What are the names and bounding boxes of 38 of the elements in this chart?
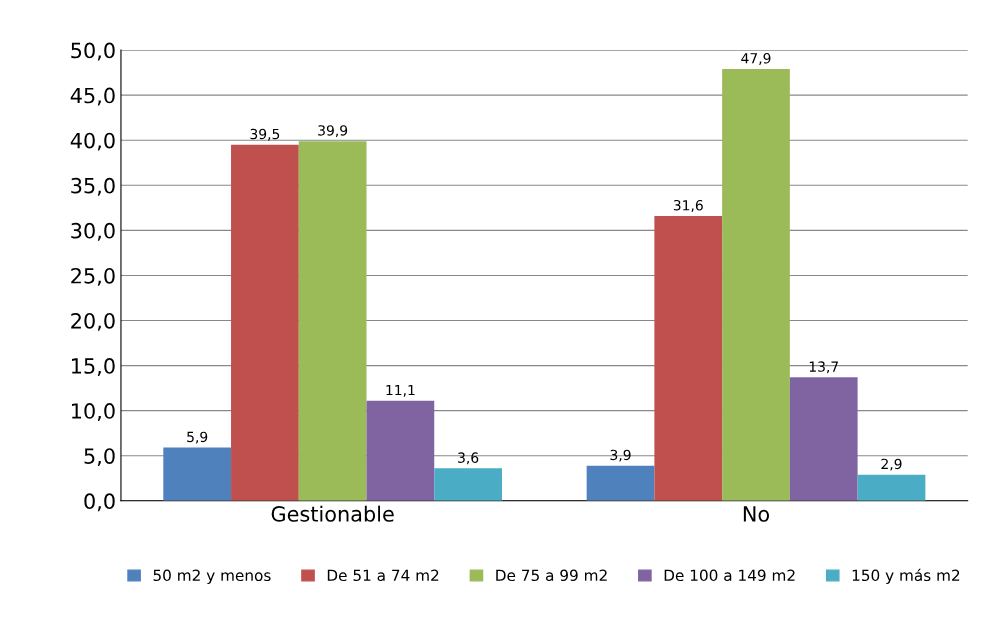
bar: [789, 377, 858, 501]
legend-label: De 51 a 74 m2: [327, 569, 439, 582]
bar: [722, 69, 790, 501]
x-tick-label: No: [743, 506, 770, 522]
y-tick-label: 35,0: [71, 177, 115, 196]
bar: [366, 400, 435, 501]
y-tick-label: 5,0: [84, 448, 115, 467]
y-tick-label: 40,0: [70, 132, 115, 151]
bar: [857, 474, 926, 501]
y-tick-label: 30,0: [71, 222, 115, 241]
bar: [434, 468, 502, 501]
bar: [163, 447, 232, 501]
bar: [586, 465, 655, 501]
legend-label: 50 m2 y menos: [153, 569, 271, 585]
data-label: 3,9: [610, 449, 631, 462]
data-label: 39,5: [250, 128, 280, 141]
y-tick-label: 50,0: [71, 42, 115, 61]
x-tick-label: Gestionable: [271, 505, 394, 522]
data-label: 3,6: [458, 452, 479, 465]
data-label: 11,1: [386, 384, 415, 397]
data-label: 31,6: [673, 199, 703, 212]
legend-label: 150 y más m2: [852, 568, 960, 585]
y-tick-label: 0,0: [84, 493, 115, 512]
data-label: 47,9: [741, 53, 771, 65]
legend-label: De 100 a 149 m2: [664, 569, 795, 582]
legend-label: De 75 a 99 m2: [496, 569, 607, 582]
bar: [231, 144, 299, 501]
y-tick-label: 25,0: [71, 267, 115, 286]
data-label: 2,9: [881, 458, 902, 471]
data-label: 5,9: [187, 431, 208, 444]
data-label: 13,7: [809, 361, 839, 374]
y-tick-label: 15,0: [72, 358, 115, 376]
data-label: 39,9: [318, 125, 348, 138]
y-tick-label: 20,0: [71, 312, 115, 331]
bar: [298, 141, 367, 501]
y-tick-label: 10,0: [72, 403, 115, 421]
bar: [654, 215, 723, 501]
y-tick-label: 45,0: [70, 87, 115, 106]
